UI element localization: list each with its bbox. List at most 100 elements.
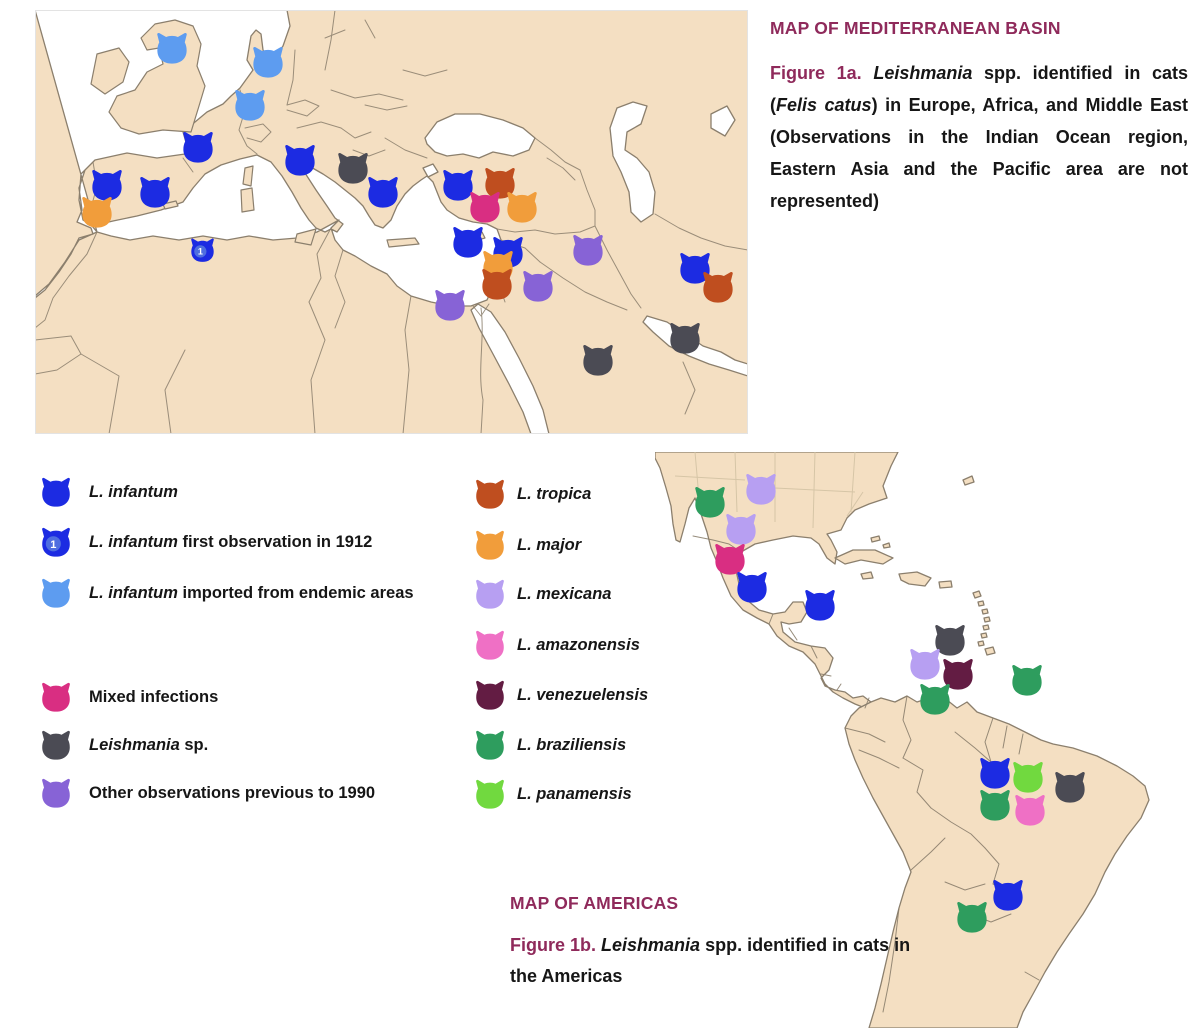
legend-label: L. infantum first observation in 1912 [89, 533, 372, 552]
legend-cat-icon-braziliensis [472, 729, 508, 761]
legend-item-infantum: L. infantum [38, 474, 178, 510]
cat-marker-panamensis [1009, 760, 1047, 794]
legend-cat-icon-infantum_imported [38, 577, 74, 609]
cat-icon [235, 89, 265, 121]
caption-segment: Leishmania [601, 935, 701, 955]
legend-cat-icon-other_pre_1990 [38, 777, 74, 809]
cat-icon: 1 [190, 238, 214, 262]
cat-icon [476, 530, 504, 560]
cat-marker-infantum_imported [249, 45, 287, 79]
legend-cat-icon-mexicana [472, 578, 508, 610]
cat-marker-infantum_imported [153, 31, 191, 65]
cat-marker-infantum [281, 143, 319, 177]
cat-icon [920, 683, 950, 715]
cat-marker-major [503, 190, 541, 224]
cat-icon [82, 196, 112, 228]
cat-icon [476, 730, 504, 760]
legend-item-venezuelensis: L. venezuelensis [472, 677, 648, 713]
legend-label: L. tropica [517, 485, 591, 504]
legend-label-segment: L. panamensis [517, 784, 632, 803]
cat-icon [253, 46, 283, 78]
cat-icon [482, 268, 512, 300]
legend-label-segment: L. tropica [517, 484, 592, 503]
cat-marker-leishmania_sp [1051, 770, 1089, 804]
cat-icon [583, 344, 613, 376]
cat-marker-leishmania_sp [579, 343, 617, 377]
cat-marker-leishmania_sp [334, 151, 372, 185]
cat-icon [1015, 794, 1045, 826]
cat-marker-venezuelensis [939, 657, 977, 691]
legend-item-braziliensis: L. braziliensis [472, 727, 626, 763]
map2-title: MAP OF AMERICAS [510, 893, 679, 913]
legend-item-infantum_imported: L. infantum imported from endemic areas [38, 575, 414, 611]
legend-cat-icon-tropica [472, 478, 508, 510]
cat-marker-infantum_1912: 1 [188, 237, 217, 263]
cat-icon [443, 169, 473, 201]
legend-item-leishmania_sp: Leishmania sp. [38, 727, 208, 763]
cat-icon [703, 271, 733, 303]
caption-segment: Figure 1a. [770, 63, 874, 83]
cat-marker-infantum [364, 175, 402, 209]
cat-icon [910, 648, 940, 680]
legend-label-segment: L. amazonensis [517, 635, 640, 654]
legend-label: L. infantum [89, 483, 178, 502]
cat-icon [476, 579, 504, 609]
cat-marker-amazonensis [1011, 793, 1049, 827]
cat-marker-infantum [801, 588, 839, 622]
svg-text:1: 1 [50, 539, 56, 551]
legend-label: L. infantum imported from endemic areas [89, 584, 414, 603]
cat-icon [1012, 664, 1042, 696]
cat-icon [435, 289, 465, 321]
figure-1a-caption: Figure 1a. Leishmania spp. identified in… [770, 57, 1188, 217]
cat-marker-mixed [466, 190, 504, 224]
legend-label: L. venezuelensis [517, 686, 648, 705]
figure-1b-caption: Figure 1b. Leishmania spp. identified in… [510, 930, 914, 992]
cat-icon [670, 322, 700, 354]
cat-icon [737, 571, 767, 603]
svg-text:1: 1 [197, 247, 202, 257]
cat-icon [476, 479, 504, 509]
cat-marker-tropica [478, 267, 516, 301]
figure-1b-caption-block: MAP OF AMERICAS Figure 1b. Leishmania sp… [510, 893, 914, 992]
cat-marker-braziliensis [976, 788, 1014, 822]
mediterranean-map: 1 [35, 10, 748, 434]
caption-segment: spp. identified in cats ( [770, 63, 1188, 115]
cat-icon [183, 131, 213, 163]
legend-item-other_pre_1990: Other observations previous to 1990 [38, 775, 375, 811]
legend-label-segment: sp. [179, 735, 209, 754]
cat-icon [680, 252, 710, 284]
cat-icon [140, 176, 170, 208]
cat-marker-major [78, 195, 116, 229]
cat-icon [476, 630, 504, 660]
legend-item-infantum_1912: 1 L. infantum first observation in 1912 [38, 524, 372, 560]
legend-label-segment: imported from endemic areas [177, 583, 414, 602]
cat-marker-leishmania_sp [931, 623, 969, 657]
cat-marker-mixed [711, 542, 749, 576]
caption-segment: Felis catus [776, 95, 872, 115]
cat-marker-mexicana [906, 647, 944, 681]
cat-marker-braziliensis [1008, 663, 1046, 697]
cat-icon [42, 778, 70, 808]
legend-cat-icon-amazonensis [472, 629, 508, 661]
cat-icon [476, 680, 504, 710]
americas-map [655, 452, 1200, 1028]
cat-icon [42, 682, 70, 712]
cat-marker-infantum [88, 168, 126, 202]
legend-cat-icon-infantum_1912: 1 [38, 526, 74, 558]
legend-label-segment: L. venezuelensis [517, 685, 649, 704]
cat-marker-infantum [136, 175, 174, 209]
map1-title: MAP OF MEDITERRANEAN BASIN [770, 18, 1061, 38]
cat-marker-infantum [976, 756, 1014, 790]
caption-segment: Leishmania [873, 63, 973, 83]
cat-icon [993, 879, 1023, 911]
legend-label: Other observations previous to 1990 [89, 784, 375, 803]
legend-label-segment: L. major [517, 535, 582, 554]
legend-label-segment: Other observations previous to 1990 [89, 783, 376, 802]
cat-marker-braziliensis [691, 485, 729, 519]
legend-label-segment: Mixed infections [89, 687, 219, 706]
legend-label-segment: L. mexicana [517, 584, 612, 603]
cat-icon [338, 152, 368, 184]
legend-label: L. panamensis [517, 785, 632, 804]
cat-icon [507, 191, 537, 223]
